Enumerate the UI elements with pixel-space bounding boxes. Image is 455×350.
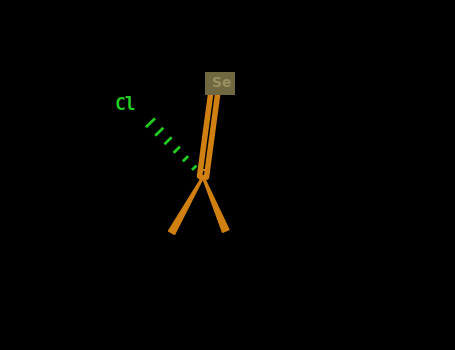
Text: Se: Se	[212, 76, 231, 90]
Polygon shape	[168, 176, 203, 235]
Text: Cl: Cl	[115, 96, 137, 114]
Text: P: P	[197, 169, 208, 184]
Polygon shape	[202, 176, 229, 232]
Bar	[205, 72, 234, 95]
